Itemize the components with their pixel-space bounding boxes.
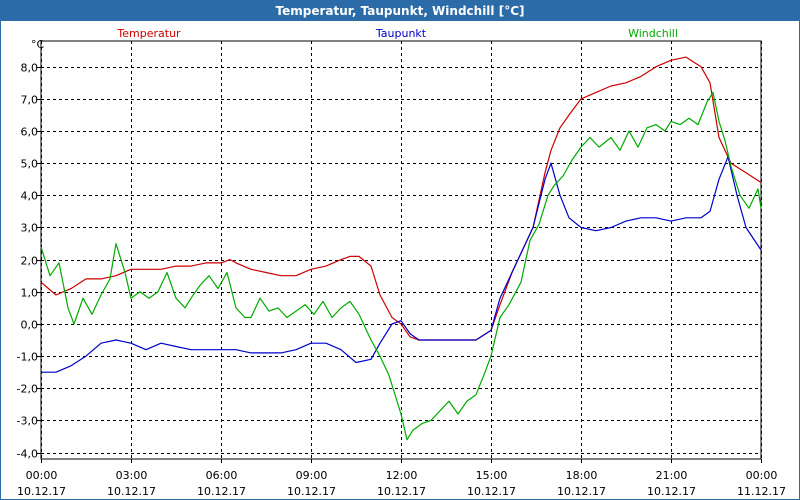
window-title: Temperatur, Taupunkt, Windchill [°C] (1, 1, 799, 21)
x-tick-label-time: 00:00 (746, 469, 778, 482)
x-tick-label-date: 10.12.17 (557, 485, 606, 498)
x-tick-label-time: 12:00 (386, 469, 418, 482)
y-axis-label: °C (31, 38, 45, 51)
y-tick-label: 4,0 (21, 190, 39, 203)
axes (37, 40, 762, 463)
x-tick-label-date: 10.12.17 (17, 485, 66, 498)
y-tick-label: 0,0 (21, 319, 39, 332)
x-tick-label-time: 06:00 (206, 469, 238, 482)
y-tick-label: 6,0 (21, 126, 39, 139)
x-tick-labels: 00:00 10.12.17 03:00 10.12.17 06:00 10.12.17 0… (17, 469, 786, 498)
y-tick-label: 8,0 (21, 62, 39, 75)
y-tick-label: -1,0 (17, 351, 38, 364)
grid (41, 41, 762, 459)
x-tick-label-date: 11.12.17 (737, 485, 786, 498)
legend-item-taupunkt: Taupunkt (375, 27, 427, 40)
y-tick-label: 3,0 (21, 222, 39, 235)
y-tick-labels: -4,0 -3,0 -2,0 -1,0 0,0 1,0 2,0 3,0 4,0 5,0 6,0 7,0… (17, 62, 38, 461)
series-line-temperatur (40, 56, 762, 341)
x-tick-label-time: 21:00 (656, 469, 688, 482)
x-tick-label-time: 15:00 (476, 469, 508, 482)
x-tick-label-date: 10.12.17 (467, 485, 516, 498)
x-tick-label-date: 10.12.17 (287, 485, 336, 498)
legend-item-temperatur: Temperatur (116, 27, 181, 40)
series-line-windchill (40, 91, 762, 441)
y-tick-label: -2,0 (17, 383, 38, 396)
legend-item-windchill: Windchill (628, 27, 678, 40)
chart-svg: -4,0 -3,0 -2,0 -1,0 0,0 1,0 2,0 3,0 4,0 5,0 6,0 7,0… (17, 27, 786, 498)
x-tick-label-time: 09:00 (296, 469, 328, 482)
x-tick-label-date: 10.12.17 (647, 485, 696, 498)
y-tick-label: 2,0 (21, 255, 39, 268)
x-tick-label-date: 10.12.17 (107, 485, 156, 498)
y-tick-label: -4,0 (17, 448, 38, 461)
x-tick-label-date: 10.12.17 (377, 485, 426, 498)
legend: Temperatur Taupunkt Windchill (116, 27, 678, 40)
x-tick-label-time: 00:00 (26, 469, 58, 482)
series-line-taupunkt (41, 156, 762, 373)
y-tick-label: -3,0 (17, 415, 38, 428)
y-tick-label: 1,0 (21, 287, 39, 300)
x-tick-label-time: 03:00 (116, 469, 148, 482)
x-tick-label-time: 18:00 (566, 469, 598, 482)
y-tick-label: 5,0 (21, 158, 39, 171)
series-group (40, 56, 762, 441)
x-tick-label-date: 10.12.17 (197, 485, 246, 498)
y-tick-label: 7,0 (21, 94, 39, 107)
